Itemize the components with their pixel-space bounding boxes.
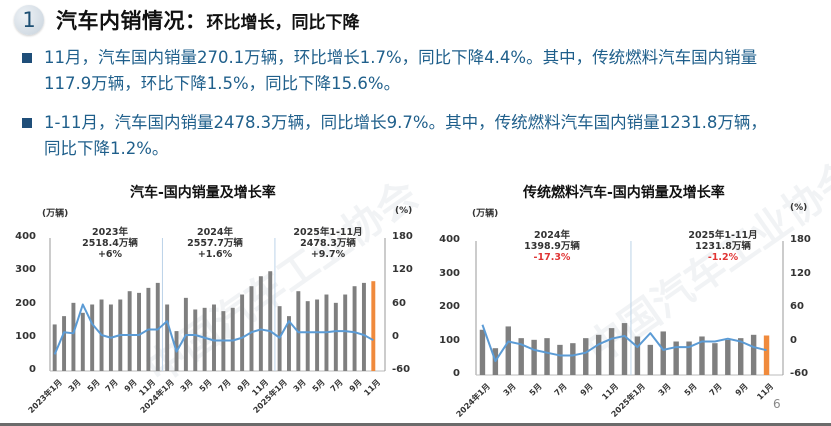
period-annotation: 2025年1-11月 1231.8万辆 -1.2% [688,230,758,263]
left-axis-tick: 100 [15,330,36,342]
bar [725,339,731,375]
bar [127,291,132,371]
right-axis-unit: (%) [395,206,413,216]
bar [595,334,602,375]
section-header: 1 汽车内销情况： 环比增长，同比下降 [14,3,360,37]
bullet-text-line: 11月，汽车国内销量270.1万辆，环比增长1.7%，同比下降4.4%。其中，传… [44,48,758,67]
bar [673,341,679,375]
footer-divider [0,423,831,426]
chart-title: 传统燃料汽车-国内销量及增长率 [523,185,725,201]
left-axis-tick: 400 [15,231,36,242]
bar [518,338,524,375]
right-axis-tick: 120 [790,267,811,279]
bullet-item: 11月，汽车国内销量270.1万辆，环比增长1.7%，同比下降4.4%。其中，传… [22,45,822,97]
bar [608,328,615,375]
bar [699,336,705,375]
bar [137,292,141,371]
bar [371,281,376,371]
chart-ice-domestic-sales: 传统燃料汽车-国内销量及增长率 (万辆) (%) 400 300 200 100 0 18… [420,170,831,423]
growth-rate-line [481,324,767,363]
left-axis-tick: 100 [439,334,460,346]
bar [333,302,338,371]
bar [505,326,511,375]
right-axis-tick: 60 [392,297,406,309]
bar [634,336,641,375]
left-axis-tick: 200 [439,301,460,312]
section-title: 汽车内销情况： [56,9,207,33]
bar [155,282,160,371]
bar [62,316,67,371]
bar [660,331,666,375]
left-axis-unit: (万辆) [472,209,499,219]
chart-title: 汽车-国内销量及增长率 [130,185,276,201]
growth-rate-line [53,303,374,355]
right-axis-tick: 120 [392,264,413,276]
bullet-text-line: 117.9万辆，环比下降1.5%，同比下降15.6%。 [44,74,401,93]
bullet-text-line: 同比下降1.2%。 [44,139,169,158]
period-annotation: 2025年1-11月 2478.3万辆 +9.7% [293,227,363,260]
bar [90,304,95,371]
bar [258,276,263,371]
bar [361,282,366,371]
bar [193,309,198,371]
chart-plot-area [475,241,784,376]
chart-plot-area [49,238,386,372]
left-axis-tick: 300 [439,267,460,279]
bar [80,312,85,371]
right-axis-unit: (%) [790,203,808,213]
bar [647,344,654,375]
bar [712,343,718,375]
period-annotation: 2024年 1398.9万辆 -17.3% [524,230,580,263]
bullet-square-icon [22,53,32,63]
bar [583,338,589,375]
bar [52,324,57,371]
bar [165,304,170,371]
right-axis-tick: 0 [392,330,399,342]
bar [268,271,273,371]
right-axis-tick: 60 [790,301,804,312]
bar [315,299,320,371]
bar [202,307,207,371]
bar [212,304,216,371]
left-axis-tick: 200 [15,297,36,309]
right-axis-tick: 0 [790,334,797,346]
bar [557,344,563,375]
right-axis-tick: -60 [790,368,809,379]
section-subtitle: 环比增长，同比下降 [206,12,360,33]
bar [621,323,628,375]
right-axis-tick: -60 [392,364,411,375]
bar [343,294,348,371]
right-axis-tick: 180 [790,234,811,245]
page-number: 6 [773,397,781,411]
bullet-item: 1-11月，汽车国内销量2478.3万辆，同比增长9.7%。其中，传统燃料汽车国… [22,110,822,162]
left-axis-tick: 0 [453,368,460,379]
left-axis-tick: 0 [29,364,36,375]
bar [71,302,76,371]
bar [249,286,254,371]
right-axis-tick: 180 [392,231,413,242]
bar [240,294,245,371]
left-axis-unit: (万辆) [42,209,69,219]
bar [479,329,486,375]
bar [352,286,357,371]
bar [230,307,235,371]
bar [686,341,692,375]
bar [738,338,744,375]
left-axis-tick: 300 [15,264,36,276]
bar [305,301,310,371]
bar [544,338,550,375]
bullet-square-icon [22,118,32,128]
bar [570,343,576,375]
bullet-text-line: 1-11月，汽车国内销量2478.3万辆，同比增长9.7%。其中，传统燃料汽车国… [44,113,767,132]
period-annotation: 2024年 2557.7万辆 +1.6% [187,227,243,260]
bar [763,335,770,375]
chart-total-domestic-sales: 汽车-国内销量及增长率 (万辆) (%) 400 300 200 100 0 180 120… [0,170,420,423]
section-number: 1 [14,5,44,35]
bar [750,334,757,375]
period-annotation: 2023年 2518.4万辆 +6% [82,227,138,260]
bar [531,339,537,375]
bar [287,316,291,371]
left-axis-tick: 400 [439,234,460,245]
